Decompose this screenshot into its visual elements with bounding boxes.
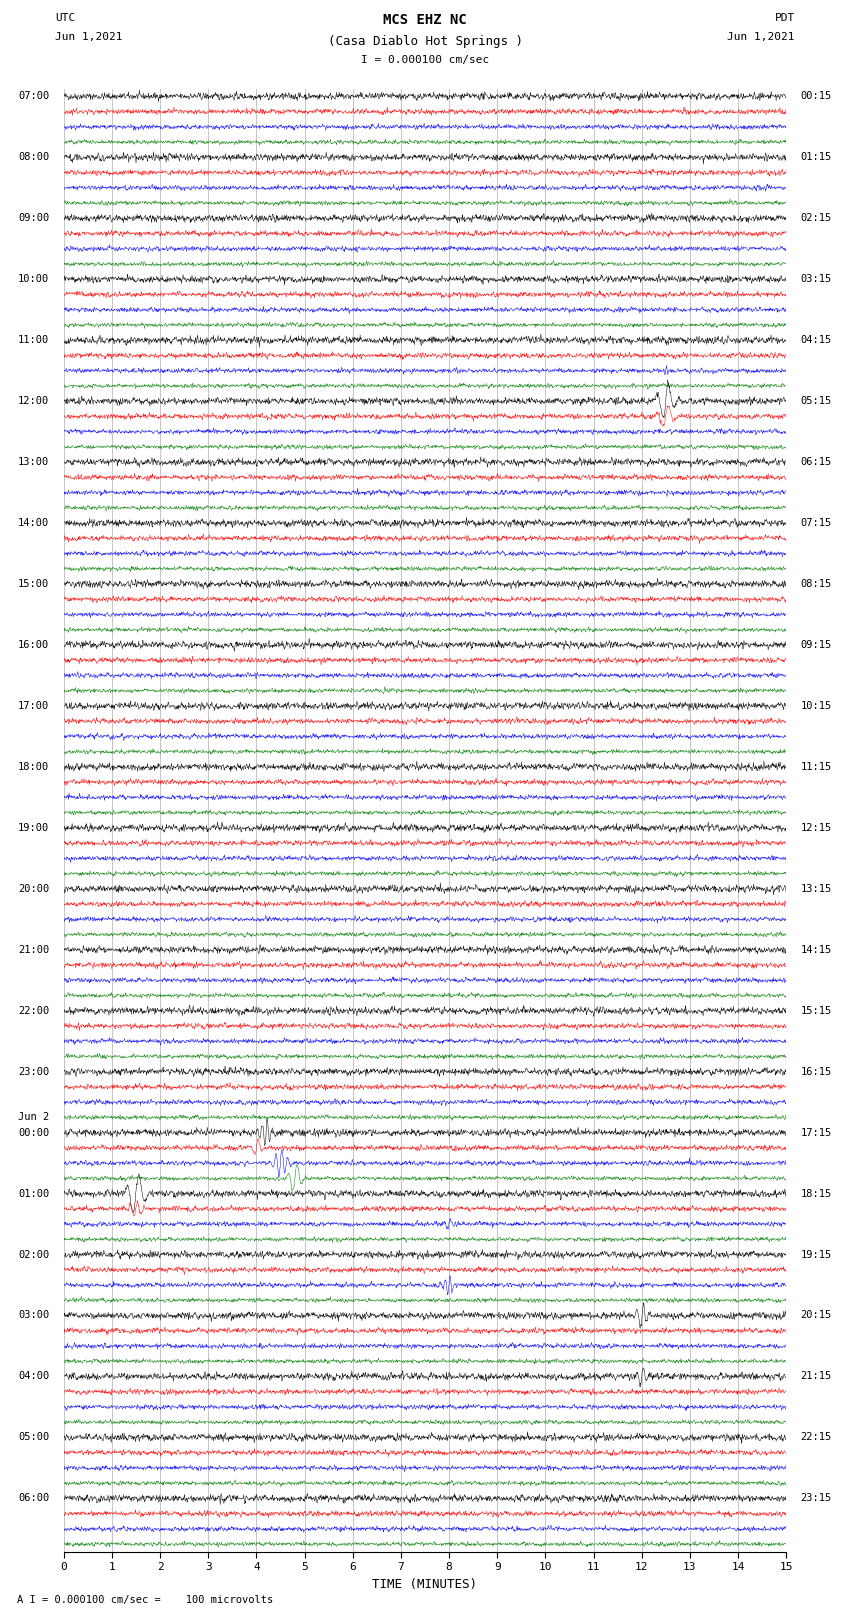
Text: 20:15: 20:15 [801,1310,832,1321]
Text: 14:00: 14:00 [18,518,49,527]
Text: Jun 2: Jun 2 [18,1113,49,1123]
Text: 02:00: 02:00 [18,1250,49,1260]
Text: 15:00: 15:00 [18,579,49,589]
Text: MCS EHZ NC: MCS EHZ NC [383,13,467,27]
Text: I = 0.000100 cm/sec: I = 0.000100 cm/sec [361,55,489,65]
Text: 03:00: 03:00 [18,1310,49,1321]
Text: 08:00: 08:00 [18,152,49,163]
Text: 10:00: 10:00 [18,274,49,284]
Text: Jun 1,2021: Jun 1,2021 [728,32,795,42]
X-axis label: TIME (MINUTES): TIME (MINUTES) [372,1578,478,1590]
Text: 22:00: 22:00 [18,1005,49,1016]
Text: 01:00: 01:00 [18,1189,49,1198]
Text: 23:00: 23:00 [18,1066,49,1076]
Text: 00:15: 00:15 [801,92,832,102]
Text: (Casa Diablo Hot Springs ): (Casa Diablo Hot Springs ) [327,35,523,48]
Text: 07:00: 07:00 [18,92,49,102]
Text: 18:15: 18:15 [801,1189,832,1198]
Text: 02:15: 02:15 [801,213,832,223]
Text: 08:15: 08:15 [801,579,832,589]
Text: 19:15: 19:15 [801,1250,832,1260]
Text: 14:15: 14:15 [801,945,832,955]
Text: 06:15: 06:15 [801,456,832,468]
Text: 10:15: 10:15 [801,702,832,711]
Text: 04:00: 04:00 [18,1371,49,1381]
Text: 05:00: 05:00 [18,1432,49,1442]
Text: 12:00: 12:00 [18,397,49,406]
Text: 18:00: 18:00 [18,761,49,773]
Text: 09:00: 09:00 [18,213,49,223]
Text: 09:15: 09:15 [801,640,832,650]
Text: 12:15: 12:15 [801,823,832,832]
Text: 17:00: 17:00 [18,702,49,711]
Text: 04:15: 04:15 [801,336,832,345]
Text: 23:15: 23:15 [801,1494,832,1503]
Text: 16:15: 16:15 [801,1066,832,1076]
Text: 05:15: 05:15 [801,397,832,406]
Text: Jun 1,2021: Jun 1,2021 [55,32,122,42]
Text: 00:00: 00:00 [18,1127,49,1137]
Text: UTC: UTC [55,13,76,23]
Text: 15:15: 15:15 [801,1005,832,1016]
Text: 19:00: 19:00 [18,823,49,832]
Text: 11:00: 11:00 [18,336,49,345]
Text: 22:15: 22:15 [801,1432,832,1442]
Text: 11:15: 11:15 [801,761,832,773]
Text: PDT: PDT [774,13,795,23]
Text: 07:15: 07:15 [801,518,832,527]
Text: 20:00: 20:00 [18,884,49,894]
Text: 13:15: 13:15 [801,884,832,894]
Text: 01:15: 01:15 [801,152,832,163]
Text: 21:15: 21:15 [801,1371,832,1381]
Text: 17:15: 17:15 [801,1127,832,1137]
Text: 06:00: 06:00 [18,1494,49,1503]
Text: 16:00: 16:00 [18,640,49,650]
Text: 03:15: 03:15 [801,274,832,284]
Text: 21:00: 21:00 [18,945,49,955]
Text: A I = 0.000100 cm/sec =    100 microvolts: A I = 0.000100 cm/sec = 100 microvolts [17,1595,273,1605]
Text: 13:00: 13:00 [18,456,49,468]
